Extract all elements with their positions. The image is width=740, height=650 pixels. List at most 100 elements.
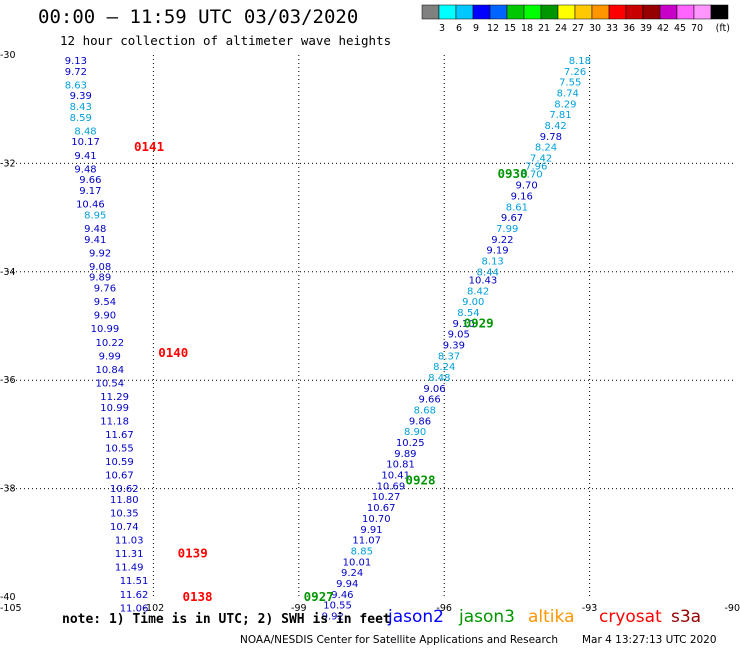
scale-tick-label: 24	[555, 23, 567, 34]
wave-height-value: 8.90	[404, 427, 426, 438]
wave-height-value: 8.43	[70, 102, 92, 113]
wave-height-value: 11.67	[105, 430, 134, 441]
scale-swatch	[693, 4, 712, 20]
wave-height-value: 8.24	[535, 143, 557, 154]
scale-swatch	[540, 4, 559, 20]
wave-height-value: 9.00	[462, 297, 484, 308]
wave-height-value: 10.25	[396, 438, 425, 449]
scale-tick-label: 30	[589, 23, 601, 34]
scale-tick-label: 12	[487, 23, 499, 34]
credit-line: NOAA/NESDIS Center for Satellite Applica…	[240, 634, 558, 646]
wave-height-value: 11.49	[115, 563, 144, 574]
pass-time-label: 0929	[464, 315, 494, 330]
wave-height-value: 11.62	[120, 590, 149, 601]
wave-height-value: 7.26	[564, 67, 586, 78]
legend-item-cryosat: cryosat	[599, 607, 662, 627]
wave-height-value: 8.95	[84, 210, 106, 221]
scale-tick-label: 15	[504, 23, 516, 34]
y-tick-label: -30	[0, 50, 16, 61]
scale-swatch	[591, 4, 610, 20]
wave-height-value: 9.94	[336, 579, 358, 590]
wave-height-value: 9.99	[99, 351, 121, 362]
scale-swatch	[642, 4, 661, 20]
wave-height-value: 10.55	[323, 601, 352, 612]
wave-height-value: 11.51	[120, 576, 149, 587]
wave-height-value: 8.24	[433, 362, 455, 373]
pass-time-label: 0930	[498, 166, 528, 181]
wave-height-value: 9.89	[89, 273, 111, 284]
scale-swatch	[659, 4, 678, 20]
wave-height-value: 9.89	[394, 449, 416, 460]
scale-unit-label: (ft)	[716, 23, 730, 34]
wave-height-value: 10.74	[110, 522, 139, 533]
wave-height-value: 9.24	[341, 568, 363, 579]
scale-tick-label: 70	[691, 23, 703, 34]
generated-timestamp: Mar 4 13:27:13 UTC 2020	[582, 634, 717, 646]
wave-height-value: 9.46	[331, 590, 353, 601]
wave-height-value: 11.07	[352, 536, 381, 547]
wave-height-value: 9.48	[84, 224, 106, 235]
wave-height-value: 8.13	[482, 256, 504, 267]
wave-height-value: 9.48	[74, 164, 96, 175]
wave-height-value: 10.67	[367, 503, 396, 514]
wave-height-value: 11.06	[120, 603, 149, 614]
scale-swatch	[472, 4, 491, 20]
wave-height-value: 10.59	[105, 457, 134, 468]
wave-height-value: 9.16	[511, 191, 533, 202]
scale-tick-label: 3	[439, 23, 445, 34]
pass-time-label: 0928	[405, 472, 435, 487]
wave-height-value: 10.54	[95, 378, 124, 389]
wave-height-value: 9.13	[65, 56, 87, 67]
pass-time-label: 0140	[158, 345, 188, 360]
wave-height-value: 8.85	[351, 546, 373, 557]
wave-height-value: 10.99	[100, 403, 129, 414]
wave-height-value: 10.22	[95, 338, 124, 349]
x-tick-label: -93	[582, 603, 598, 614]
wave-height-value: 9.39	[70, 91, 92, 102]
x-tick-label: -105	[0, 603, 22, 614]
wave-height-value: 10.17	[71, 137, 100, 148]
wave-height-value: 8.48	[428, 373, 450, 384]
wave-height-value: 9.66	[79, 175, 101, 186]
wave-height-value: 8.59	[70, 113, 92, 124]
wave-height-value: 10.62	[110, 484, 139, 495]
wave-height-value: 8.37	[438, 351, 460, 362]
scale-tick-label: 33	[606, 23, 618, 34]
scale-swatch	[421, 4, 440, 20]
scale-swatch	[625, 4, 644, 20]
scale-swatch	[676, 4, 695, 20]
wave-height-value: 10.84	[95, 365, 124, 376]
wave-height-value: 10.46	[76, 200, 105, 211]
wave-height-value: 7.42	[530, 153, 552, 164]
scale-tick-label: 9	[473, 23, 479, 34]
wave-height-value: 10.27	[372, 492, 401, 503]
wave-height-value: 8.48	[74, 126, 96, 137]
y-tick-label: -40	[0, 592, 16, 603]
wave-height-value: 7.55	[559, 78, 581, 89]
scale-swatch	[489, 4, 508, 20]
pass-time-label: 0141	[134, 139, 164, 154]
x-tick-label: -102	[143, 603, 165, 614]
wave-height-value: 7.96	[525, 162, 547, 173]
wave-height-value: 9.86	[409, 416, 431, 427]
scale-tick-label: 39	[640, 23, 652, 34]
scale-swatch	[506, 4, 525, 20]
chart-title: 00:00 – 11:59 UTC 03/03/2020	[38, 6, 359, 28]
wave-height-value: 9.54	[94, 297, 116, 308]
wave-height-value: 9.39	[443, 340, 465, 351]
y-tick-label: -34	[0, 267, 16, 278]
pass-time-label: 0927	[304, 589, 334, 604]
chart-subtitle: 12 hour collection of altimeter wave hei…	[60, 33, 392, 48]
wave-height-value: 11.80	[110, 495, 139, 506]
y-tick-label: -36	[0, 375, 16, 386]
wave-height-value: 9.17	[79, 186, 101, 197]
data-points: 9.139.728.639.398.438.598.4810.179.419.4…	[65, 56, 591, 623]
wave-height-value: 10.67	[105, 471, 134, 482]
scale-tick-label: 36	[623, 23, 635, 34]
x-tick-label: -96	[436, 603, 452, 614]
scale-swatch	[557, 4, 576, 20]
wave-height-value: 11.29	[100, 392, 129, 403]
wave-height-value: 8.42	[545, 121, 567, 132]
wave-height-value: 9.19	[486, 246, 508, 257]
